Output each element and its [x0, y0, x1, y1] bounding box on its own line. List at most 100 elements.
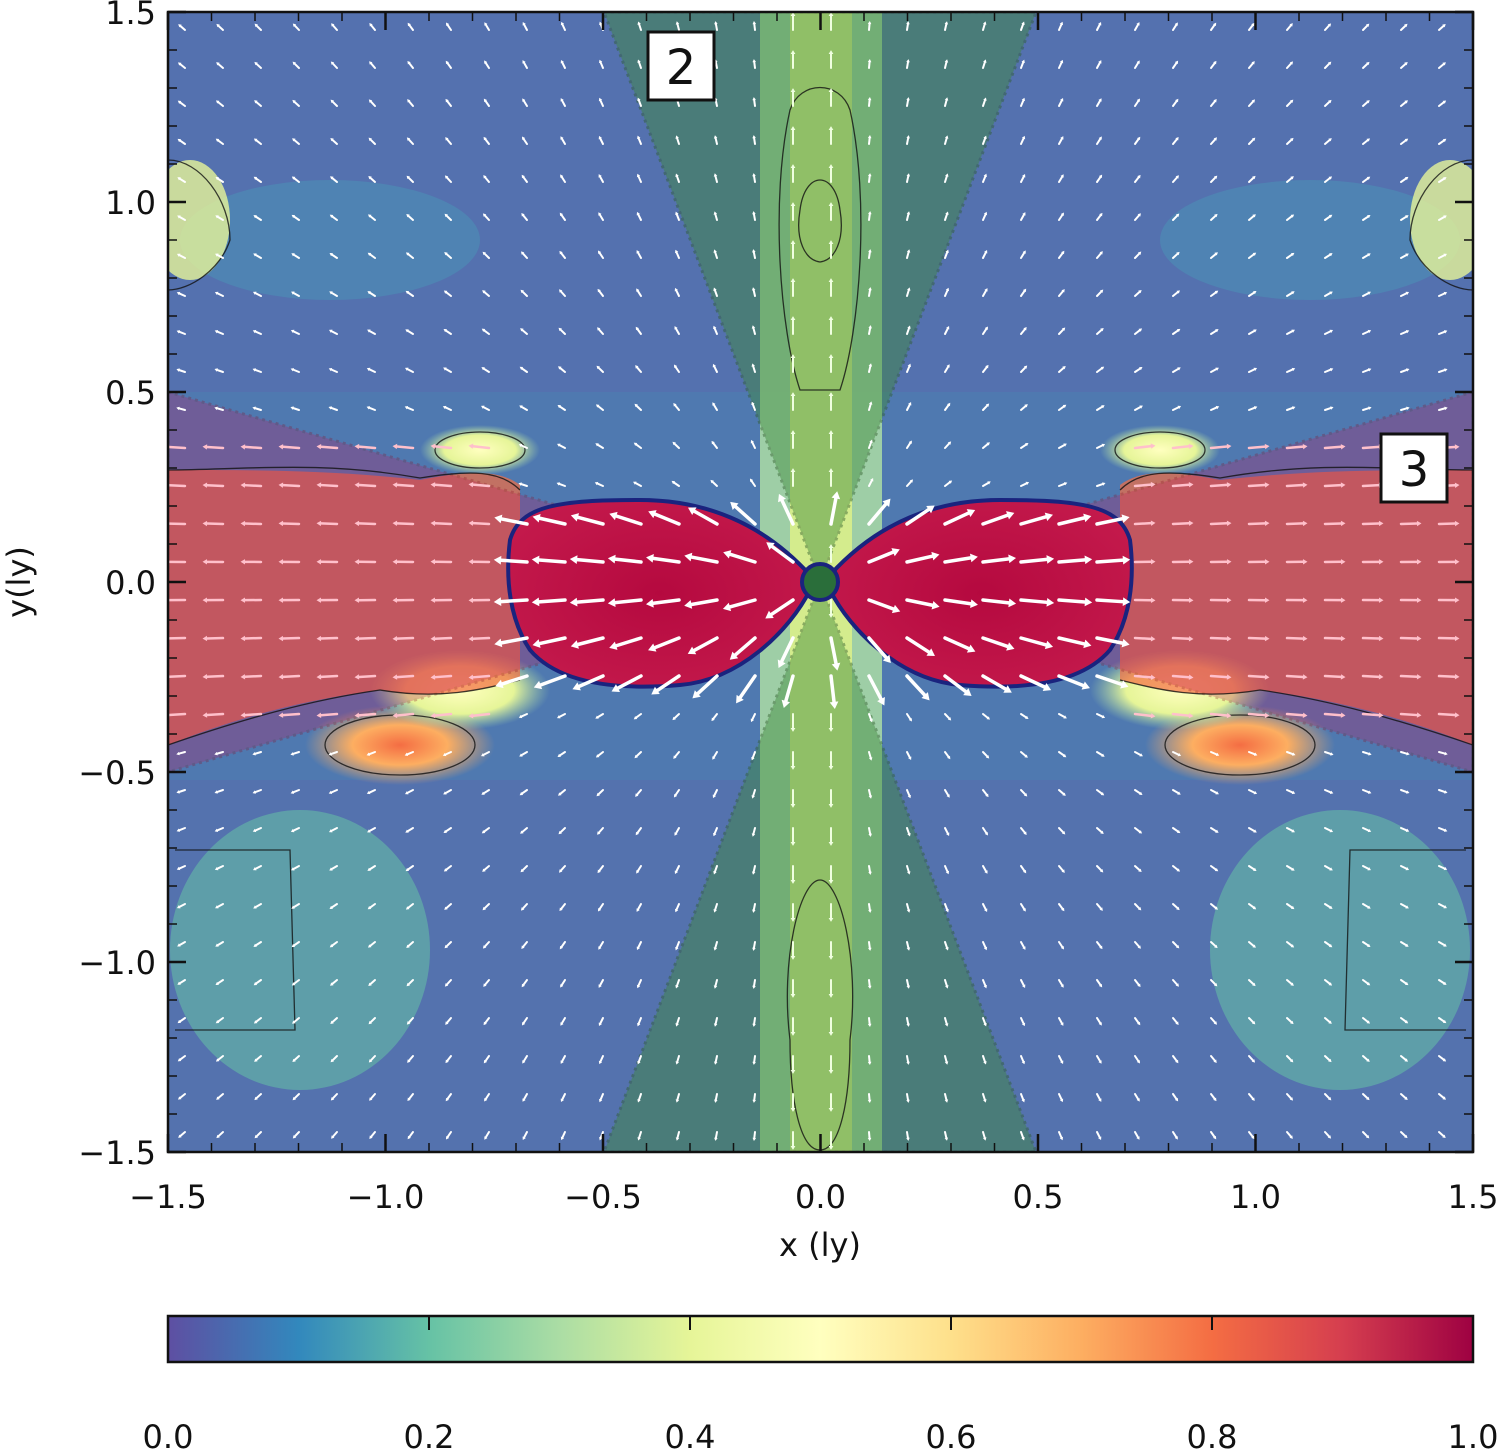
- velocity-arrow: [1134, 99, 1140, 107]
- velocity-arrow: [982, 23, 986, 31]
- velocity-arrow: [1058, 903, 1064, 910]
- velocity-arrow-head: [907, 287, 911, 291]
- velocity-arrow: [560, 137, 566, 145]
- velocity-arrow: [1172, 865, 1179, 871]
- velocity-arrow: [1134, 865, 1141, 872]
- velocity-arrow-head: [984, 249, 988, 254]
- velocity-arrow-head: [790, 240, 796, 244]
- velocity-arrow-head: [1264, 674, 1270, 680]
- velocity-arrow-head: [406, 982, 410, 987]
- velocity-arrow: [1210, 62, 1216, 69]
- x-tick-label: 0.5: [1013, 1178, 1064, 1216]
- velocity-arrow: [1286, 1093, 1293, 1100]
- velocity-arrow-head: [828, 804, 834, 808]
- velocity-arrow: [446, 100, 452, 107]
- velocity-arrow-head: [481, 791, 485, 795]
- velocity-arrow-head: [316, 444, 322, 450]
- velocity-arrow: [433, 636, 453, 640]
- velocity-arrow-head: [442, 752, 447, 757]
- velocity-arrow-head: [1213, 983, 1218, 987]
- velocity-arrow-head: [177, 1096, 182, 1100]
- velocity-arrow-head: [1253, 367, 1258, 371]
- velocity-arrow-head: [1443, 253, 1447, 257]
- velocity-arrow: [1210, 329, 1218, 335]
- velocity-arrow-head: [328, 790, 333, 795]
- colorbar-tick-label: 0.4: [665, 1418, 716, 1454]
- velocity-arrow: [944, 137, 948, 145]
- velocity-arrow-head: [828, 316, 834, 320]
- velocity-arrow-head: [560, 59, 564, 64]
- velocity-arrow-head: [1340, 520, 1346, 527]
- velocity-arrow-head: [560, 98, 564, 102]
- velocity-arrow: [178, 254, 186, 259]
- velocity-arrow-head: [1098, 21, 1102, 26]
- velocity-arrow-head: [392, 674, 398, 680]
- velocity-arrow: [1324, 1017, 1331, 1023]
- velocity-arrow-head: [176, 866, 181, 871]
- velocity-arrow-head: [1367, 943, 1371, 947]
- velocity-arrow: [1020, 251, 1026, 259]
- velocity-arrow-head: [1404, 1020, 1409, 1024]
- velocity-arrow: [982, 366, 988, 373]
- velocity-arrow: [331, 1017, 338, 1024]
- velocity-arrow-head: [946, 364, 950, 368]
- velocity-arrow-head: [1021, 1060, 1025, 1065]
- velocity-arrow: [499, 598, 529, 604]
- velocity-arrow-head: [637, 21, 641, 25]
- velocity-arrow: [406, 329, 414, 335]
- velocity-arrow-head: [1084, 597, 1093, 607]
- velocity-arrow-head: [831, 662, 841, 671]
- velocity-arrow-head: [790, 804, 796, 808]
- velocity-arrow-head: [723, 550, 732, 559]
- velocity-arrow-head: [291, 982, 296, 986]
- velocity-arrow: [943, 598, 973, 606]
- velocity-arrow-head: [354, 443, 360, 450]
- velocity-arrow-head: [673, 364, 678, 369]
- velocity-arrow-head: [828, 12, 834, 16]
- velocity-arrow-head: [430, 636, 436, 642]
- velocity-arrow-head: [752, 97, 756, 101]
- velocity-arrow-head: [407, 1135, 411, 1140]
- velocity-arrow-head: [468, 674, 474, 680]
- velocity-arrow: [944, 442, 951, 449]
- velocity-arrow-head: [597, 327, 601, 331]
- velocity-arrow: [368, 406, 376, 411]
- y-tick-label: −0.5: [78, 754, 156, 792]
- velocity-arrow: [599, 137, 604, 145]
- velocity-arrow: [1399, 712, 1419, 717]
- velocity-arrow-head: [214, 828, 219, 832]
- velocity-arrow-head: [368, 944, 372, 948]
- velocity-arrow-head: [1188, 712, 1194, 719]
- velocity-arrow: [1096, 252, 1102, 259]
- velocity-arrow: [714, 61, 718, 69]
- velocity-arrow: [433, 522, 453, 526]
- velocity-arrow-head: [1175, 983, 1179, 987]
- velocity-arrow: [1096, 1055, 1102, 1063]
- velocity-arrow-head: [442, 405, 447, 410]
- velocity-arrow: [484, 23, 490, 31]
- velocity-arrow: [1248, 291, 1255, 297]
- velocity-arrow: [750, 480, 756, 487]
- velocity-arrow: [1286, 24, 1292, 31]
- velocity-arrow-head: [752, 21, 757, 25]
- velocity-arrow-head: [468, 481, 474, 488]
- velocity-arrow-head: [828, 1070, 834, 1074]
- velocity-arrow: [982, 941, 987, 949]
- velocity-arrow: [1400, 941, 1408, 947]
- velocity-arrow-head: [752, 135, 756, 139]
- velocity-arrow-head: [1340, 597, 1346, 603]
- velocity-arrow-head: [316, 674, 322, 680]
- velocity-arrow-head: [290, 752, 294, 756]
- velocity-arrow: [1400, 751, 1408, 755]
- velocity-arrow: [521, 827, 528, 833]
- velocity-arrow: [331, 138, 338, 145]
- velocity-arrow-head: [253, 943, 257, 947]
- velocity-arrow: [638, 1131, 642, 1139]
- velocity-arrow: [368, 751, 376, 756]
- velocity-arrow-head: [1136, 1136, 1140, 1140]
- velocity-arrow-head: [1188, 520, 1194, 526]
- velocity-arrow-head: [1289, 1059, 1294, 1063]
- velocity-arrow-head: [1214, 868, 1219, 872]
- velocity-arrow: [636, 789, 642, 796]
- velocity-arrow-head: [1442, 100, 1447, 104]
